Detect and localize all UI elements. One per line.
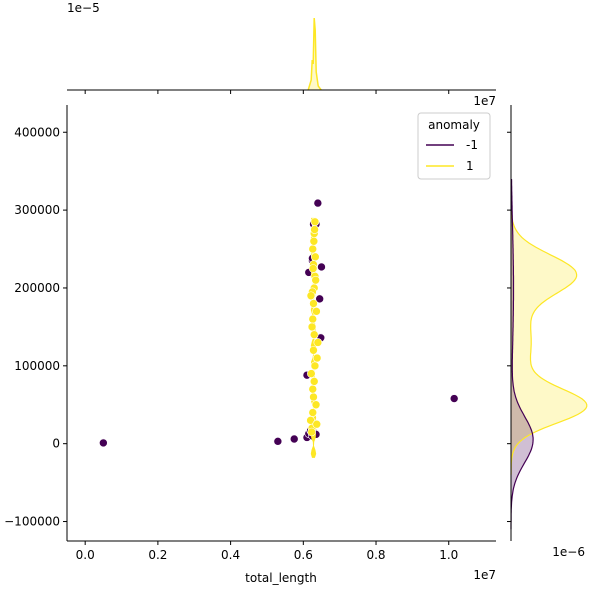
right-marginal-density-fill-series-neg1 xyxy=(511,179,534,530)
main-plot: 0.0 0.2 0.4 0.6 0.8 1.0 −100000 0 100000 200000 3… xyxy=(4,94,496,585)
data-point-normal xyxy=(306,416,315,425)
x-tick-label: 0.0 xyxy=(76,548,95,562)
data-point-anomaly xyxy=(449,394,459,403)
data-point-anomaly xyxy=(317,262,326,272)
data-point-normal xyxy=(312,419,322,429)
legend-box xyxy=(417,112,491,180)
legend-label-neg1: -1 xyxy=(466,138,478,152)
right-marginal-plot: 1e−6 xyxy=(507,105,588,559)
data-point-anomaly xyxy=(289,434,299,444)
x-tick-label: 0.6 xyxy=(294,548,313,562)
top-marginal-plot: 1e−5 xyxy=(67,1,496,94)
data-point-normal xyxy=(307,369,316,378)
data-point-normal xyxy=(309,299,318,308)
data-point-normal xyxy=(309,345,318,355)
series-1-points xyxy=(306,217,323,437)
data-point-normal xyxy=(308,264,318,273)
data-point-normal xyxy=(309,392,318,402)
data-point-normal xyxy=(311,400,321,410)
y-tick-label: 100000 xyxy=(14,359,60,373)
data-point-normal xyxy=(312,353,322,363)
y-tick-label: 400000 xyxy=(14,125,60,139)
data-point-normal xyxy=(311,252,320,262)
right-marginal-density-line-series-neg1 xyxy=(510,178,534,530)
top-marginal-scale-label: 1e−5 xyxy=(67,1,100,15)
top-marginal-density-fill xyxy=(308,18,322,90)
data-point-normal xyxy=(311,275,320,285)
x-tick-label: 1.0 xyxy=(439,548,458,562)
data-point-normal xyxy=(307,322,317,332)
data-point-normal xyxy=(308,384,318,394)
data-point-anomaly xyxy=(99,438,108,448)
y-tick-label: −100000 xyxy=(4,515,60,529)
data-point-normal xyxy=(310,225,319,234)
data-point-normal xyxy=(308,408,318,417)
data-point-normal xyxy=(309,330,319,339)
x-axis-title: total_length xyxy=(245,571,317,585)
x-tick-label: 0.4 xyxy=(221,548,240,562)
data-point-normal xyxy=(308,244,318,254)
data-point-normal xyxy=(307,427,316,437)
x-tick-label: 0.8 xyxy=(366,548,385,562)
data-point-normal xyxy=(306,291,316,301)
data-point-anomaly xyxy=(313,198,323,208)
right-marginal-density-fill-series-1 xyxy=(511,210,587,475)
data-point-normal xyxy=(310,361,320,371)
x-scale-label: 1e7 xyxy=(473,568,496,582)
y-tick-label: 300000 xyxy=(14,203,60,217)
right-marginal-scale-label: 1e−6 xyxy=(552,545,585,559)
y-tick-label: 0 xyxy=(52,437,60,451)
data-point-normal xyxy=(313,338,323,347)
y-tick-label: 200000 xyxy=(14,281,60,295)
data-point-normal xyxy=(309,236,319,246)
top-marginal-density-line xyxy=(307,17,322,91)
right-marginal-density-line-series-1 xyxy=(510,210,588,475)
data-point-normal xyxy=(312,307,321,316)
legend-label-1: 1 xyxy=(466,159,474,173)
legend-title: anomaly xyxy=(428,118,480,132)
data-point-normal xyxy=(310,217,320,227)
data-point-normal xyxy=(309,377,319,386)
data-point-anomaly xyxy=(273,437,283,446)
series-neg1-points xyxy=(99,198,459,448)
legend: anomaly -1 1 xyxy=(417,112,491,180)
x-tick-label: 0.2 xyxy=(148,548,167,562)
data-point-normal xyxy=(308,314,318,324)
y-scale-label: 1e7 xyxy=(473,94,496,108)
data-point-anomaly xyxy=(315,294,324,304)
